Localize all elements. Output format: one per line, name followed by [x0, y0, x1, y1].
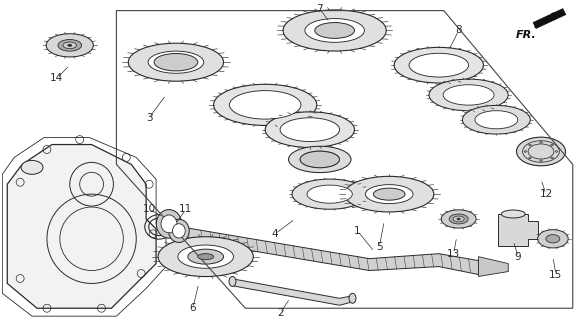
Ellipse shape: [157, 210, 182, 238]
Text: 15: 15: [549, 269, 563, 279]
Ellipse shape: [349, 293, 356, 303]
Ellipse shape: [198, 254, 214, 260]
Text: 1: 1: [354, 226, 361, 236]
Polygon shape: [181, 227, 478, 275]
Ellipse shape: [289, 146, 351, 172]
Ellipse shape: [409, 53, 469, 77]
Text: 4: 4: [272, 229, 278, 239]
Ellipse shape: [315, 22, 354, 38]
Ellipse shape: [46, 34, 93, 57]
Text: 11: 11: [179, 204, 193, 214]
Ellipse shape: [457, 218, 460, 220]
Text: FR.: FR.: [516, 30, 537, 40]
Polygon shape: [7, 145, 156, 308]
Text: 14: 14: [50, 73, 63, 83]
Text: 12: 12: [540, 189, 552, 199]
Ellipse shape: [345, 176, 434, 212]
Ellipse shape: [158, 237, 253, 276]
Ellipse shape: [214, 84, 317, 125]
Ellipse shape: [453, 216, 464, 222]
Text: 5: 5: [376, 242, 382, 252]
Ellipse shape: [546, 235, 560, 243]
Text: 8: 8: [455, 26, 462, 36]
Ellipse shape: [300, 151, 339, 168]
Ellipse shape: [68, 44, 72, 46]
Ellipse shape: [265, 112, 354, 148]
Ellipse shape: [154, 53, 198, 71]
Ellipse shape: [280, 118, 340, 141]
Ellipse shape: [524, 151, 527, 152]
Ellipse shape: [551, 157, 553, 159]
Ellipse shape: [555, 151, 558, 152]
Ellipse shape: [365, 185, 413, 204]
Text: 7: 7: [317, 4, 323, 14]
Ellipse shape: [441, 210, 476, 228]
Ellipse shape: [429, 79, 508, 111]
Polygon shape: [498, 214, 538, 246]
Ellipse shape: [305, 19, 364, 42]
Ellipse shape: [300, 151, 339, 168]
Ellipse shape: [148, 51, 204, 73]
Ellipse shape: [463, 105, 530, 134]
Text: 10: 10: [143, 204, 156, 214]
Ellipse shape: [307, 185, 352, 203]
Ellipse shape: [188, 249, 223, 264]
Ellipse shape: [172, 224, 185, 238]
Polygon shape: [533, 9, 566, 28]
Ellipse shape: [229, 276, 236, 286]
Ellipse shape: [501, 210, 525, 218]
Ellipse shape: [178, 245, 233, 268]
Ellipse shape: [538, 230, 568, 248]
Ellipse shape: [283, 10, 386, 51]
Ellipse shape: [443, 85, 494, 105]
Ellipse shape: [292, 179, 367, 209]
Text: 9: 9: [515, 252, 521, 262]
Ellipse shape: [449, 214, 468, 224]
Ellipse shape: [169, 219, 189, 243]
Ellipse shape: [528, 157, 531, 159]
Text: 13: 13: [447, 249, 460, 259]
Ellipse shape: [551, 144, 553, 146]
Ellipse shape: [21, 160, 43, 174]
Ellipse shape: [63, 42, 76, 49]
Ellipse shape: [540, 142, 542, 143]
Ellipse shape: [128, 43, 223, 81]
Ellipse shape: [528, 144, 531, 146]
Ellipse shape: [229, 91, 301, 119]
Ellipse shape: [540, 160, 542, 161]
Ellipse shape: [58, 40, 81, 51]
Polygon shape: [478, 257, 508, 276]
Text: 2: 2: [277, 308, 283, 318]
Ellipse shape: [394, 47, 484, 83]
Ellipse shape: [161, 215, 177, 233]
Text: 6: 6: [190, 303, 196, 313]
Ellipse shape: [373, 188, 405, 200]
Polygon shape: [230, 278, 354, 305]
Text: 3: 3: [146, 113, 152, 123]
Ellipse shape: [475, 111, 518, 129]
Ellipse shape: [516, 137, 566, 166]
